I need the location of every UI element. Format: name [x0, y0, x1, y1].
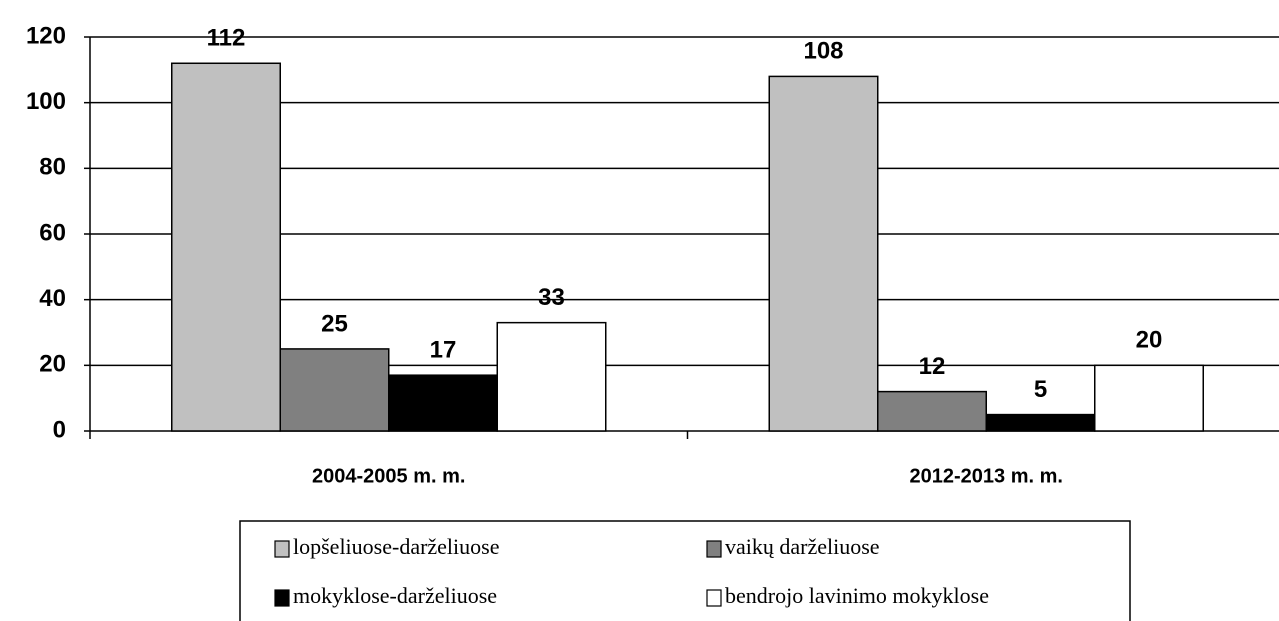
- value-label: 108: [803, 38, 843, 65]
- bar: [877, 390, 987, 432]
- value-label: 33: [538, 284, 565, 311]
- x-tick-label: 2004-2005 m. m.: [312, 465, 465, 487]
- bar: [1094, 364, 1204, 432]
- y-tick-label: 20: [39, 351, 66, 378]
- legend-box: [239, 520, 1131, 621]
- bar: [496, 321, 607, 432]
- bar: [388, 374, 498, 432]
- bar: [768, 75, 879, 432]
- value-label: 25: [321, 310, 348, 337]
- legend-label: mokyklose-darželiuose: [293, 583, 497, 608]
- legend-label: vaikų darželiuose: [725, 534, 880, 559]
- value-label: 12: [919, 353, 946, 380]
- bar: [279, 348, 390, 432]
- legend-swatch: [706, 589, 722, 607]
- legend-swatch: [706, 540, 722, 558]
- y-tick-label: 120: [26, 22, 66, 49]
- legend-swatch: [274, 589, 290, 607]
- value-label: 5: [1034, 376, 1047, 403]
- y-tick-label: 0: [53, 416, 66, 443]
- bar: [171, 62, 281, 432]
- legend-label: lopšeliuose-darželiuose: [293, 534, 500, 559]
- y-tick-label: 100: [26, 88, 66, 115]
- value-label: 20: [1136, 327, 1163, 354]
- value-label: 17: [430, 337, 457, 364]
- y-tick-label: 80: [39, 154, 66, 181]
- legend-swatch: [274, 540, 290, 558]
- y-tick-label: 60: [39, 219, 66, 246]
- y-tick-label: 40: [39, 285, 66, 312]
- value-label: 112: [207, 25, 246, 52]
- bar: [985, 413, 1096, 432]
- legend-label: bendrojo lavinimo mokyklose: [725, 583, 989, 608]
- x-tick-label: 2012-2013 m. m.: [910, 465, 1063, 487]
